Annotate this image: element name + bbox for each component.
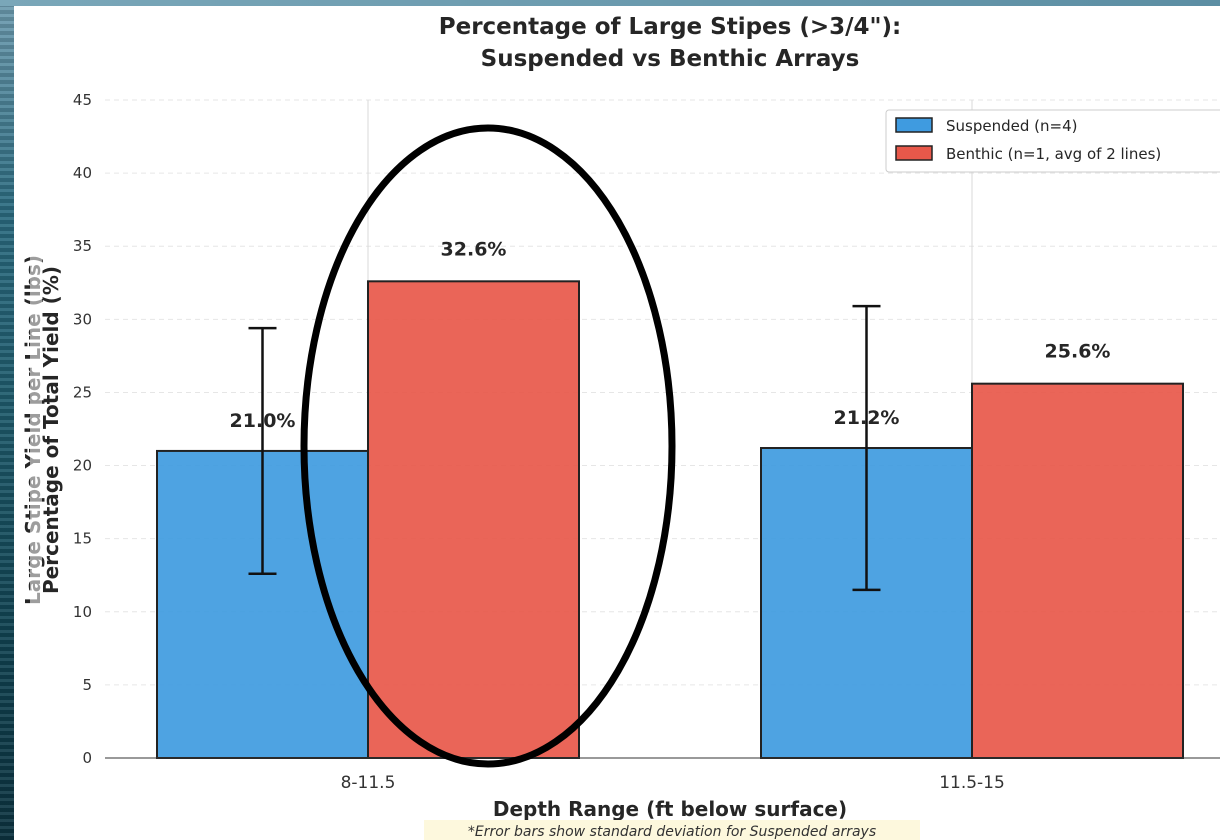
error-bars-layer [248,304,881,592]
ylabel-overlap-mask [30,225,42,635]
y-tick-label: 0 [82,749,92,767]
y-tick-label: 10 [73,603,92,621]
x-axis-label: Depth Range (ft below surface) [493,797,847,821]
data-label-suspended-0: 21.0% [230,410,296,432]
bars-layer [156,280,1184,759]
data-label-benthic-0: 32.6% [441,238,507,260]
legend-box [885,109,1220,173]
y-tick-label: 45 [73,91,92,109]
x-tick-label: 11.5-15 [939,773,1005,793]
legend: Suspended (n=4) Benthic (n=1, avg of 2 l… [885,109,1220,173]
y-tick-label: 5 [82,676,92,694]
data-label-benthic-1: 25.6% [1045,341,1111,363]
y-tick-labels: 0 5 10 15 20 25 30 35 40 45 [73,91,92,767]
bar-benthic-1 [971,382,1184,759]
data-labels-layer: 21.0% 21.2% 32.6% 25.6% [230,238,1111,432]
chart-title-line2: Suspended vs Benthic Arrays [481,46,860,72]
footnote: *Error bars show standard deviation for … [468,824,876,840]
y-tick-label: 15 [73,530,92,548]
y-tick-label: 40 [73,164,92,182]
footnote-background [424,820,920,840]
legend-swatch-suspended [895,117,933,133]
y-tick-label: 20 [73,457,92,475]
x-tick-labels: 8-11.5 11.5-15 [341,773,1005,793]
annotation-ellipse [300,124,676,768]
legend-swatch-benthic [895,145,933,161]
y-tick-label: 25 [73,383,92,401]
legend-label-benthic: Benthic (n=1, avg of 2 lines) [946,145,1161,163]
x-tick-label: 8-11.5 [341,773,396,793]
y-tick-label: 30 [73,310,92,328]
y-axis-label: Percentage of Total Yield (%) [39,266,63,594]
y-tick-label: 35 [73,237,92,255]
bar-benthic-0 [367,280,580,759]
background-sky-strip [0,0,1220,6]
chart-title-line1: Percentage of Large Stipes (>3/4"): [439,14,901,40]
data-label-suspended-1: 21.2% [834,407,900,429]
legend-label-suspended: Suspended (n=4) [946,117,1077,135]
